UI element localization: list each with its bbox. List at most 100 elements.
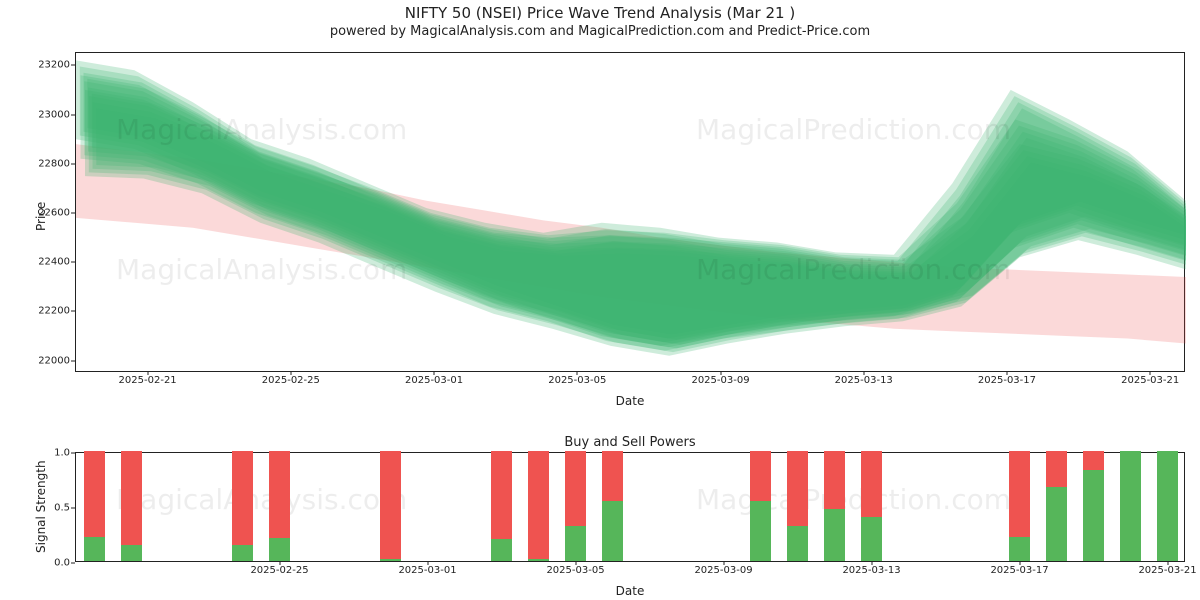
signal-ylabel: Signal Strength [34,460,48,553]
watermark: MagicalPrediction.com [696,483,1011,516]
price-chart-panel: Price 2200022200224002260022800230002320… [75,52,1185,372]
xtick-mark [720,371,721,375]
ytick-mark [71,508,75,509]
xtick: 2025-03-05 [546,565,604,576]
bar-green [528,559,548,561]
bar-red [861,451,881,517]
chart-title: NIFTY 50 (NSEI) Price Wave Trend Analysi… [0,4,1200,22]
bar-green [750,501,770,562]
bar-green [861,517,881,561]
xtick-mark [427,561,428,565]
ytick-mark [71,563,75,564]
bar-green [1083,470,1103,561]
bar-green [602,501,622,562]
green-band [87,79,1186,335]
price-chart-svg [76,53,1186,373]
xtick: 2025-03-05 [548,375,606,386]
watermark: MagicalAnalysis.com [116,113,407,146]
bar-green [380,559,400,561]
green-band [92,94,1186,340]
xtick: 2025-03-17 [990,565,1048,576]
green-band [89,96,1186,352]
bar-green [1009,537,1029,561]
ytick: 0.0 [54,558,70,569]
xtick: 2025-03-13 [842,565,900,576]
ytick-mark [71,453,75,454]
green-band [84,81,1186,347]
xtick: 2025-03-01 [398,565,456,576]
bar-green [84,537,104,561]
bar-green [824,509,844,561]
green-band [76,60,1186,346]
xtick: 2025-03-01 [405,375,463,386]
bar-red [1009,451,1029,537]
watermark: MagicalAnalysis.com [116,253,407,286]
bar-red [84,451,104,537]
ytick: 0.5 [54,503,70,514]
bar-green [1046,487,1066,561]
bar-red [824,451,844,509]
ytick: 22000 [38,355,70,366]
ytick: 23200 [38,60,70,71]
xtick: 2025-03-17 [978,375,1036,386]
ytick-mark [71,213,75,214]
green-band [85,90,1186,356]
xtick: 2025-02-25 [250,565,308,576]
ytick-mark [71,65,75,66]
xtick-mark [575,561,576,565]
signal-chart-title: Buy and Sell Powers [76,435,1184,450]
green-band [84,73,1187,339]
green-band [93,102,1187,348]
ytick: 22400 [38,257,70,268]
bar-green [491,539,511,561]
ytick-mark [71,262,75,263]
xtick-mark [434,371,435,375]
xtick: 2025-03-13 [835,375,893,386]
green-band [96,108,1186,344]
xtick-mark [1167,561,1168,565]
ytick-mark [71,360,75,361]
bar-green [565,526,585,561]
bar-green [121,545,141,562]
xtick-mark [863,371,864,375]
bar-red [602,451,622,501]
ytick-mark [71,163,75,164]
chart-titles: NIFTY 50 (NSEI) Price Wave Trend Analysi… [0,4,1200,40]
signal-chart-panel: Buy and Sell Powers Signal Strength 0.00… [75,452,1185,562]
bar-green [269,538,289,561]
bar-red [1046,451,1066,487]
xtick-mark [723,561,724,565]
chart-subtitle: powered by MagicalAnalysis.com and Magic… [0,24,1200,40]
bar-green [1120,451,1140,561]
watermark: MagicalPrediction.com [696,253,1011,286]
ytick: 23000 [38,109,70,120]
xtick: 2025-03-21 [1121,375,1179,386]
xtick-mark [1019,561,1020,565]
ytick-mark [71,114,75,115]
xtick-mark [290,371,291,375]
xtick-mark [871,561,872,565]
bar-red [121,451,141,545]
watermark: MagicalPrediction.com [696,113,1011,146]
green-band [81,75,1187,351]
signal-xlabel: Date [530,584,730,598]
green-band [80,67,1186,343]
bar-green [1157,451,1177,561]
xtick: 2025-03-09 [694,565,752,576]
xtick-mark [1150,371,1151,375]
ytick-mark [71,311,75,312]
bar-green [787,526,807,561]
bar-red [232,451,252,545]
ytick: 22200 [38,306,70,317]
green-band [88,88,1186,344]
bar-red [750,451,770,501]
price-xlabel: Date [530,394,730,408]
xtick-mark [1006,371,1007,375]
xtick: 2025-02-25 [262,375,320,386]
ytick: 1.0 [54,448,70,459]
xtick-mark [147,371,148,375]
xtick: 2025-02-21 [119,375,177,386]
bar-red [380,451,400,559]
bar-red [528,451,548,559]
page-root: NIFTY 50 (NSEI) Price Wave Trend Analysi… [0,0,1200,600]
